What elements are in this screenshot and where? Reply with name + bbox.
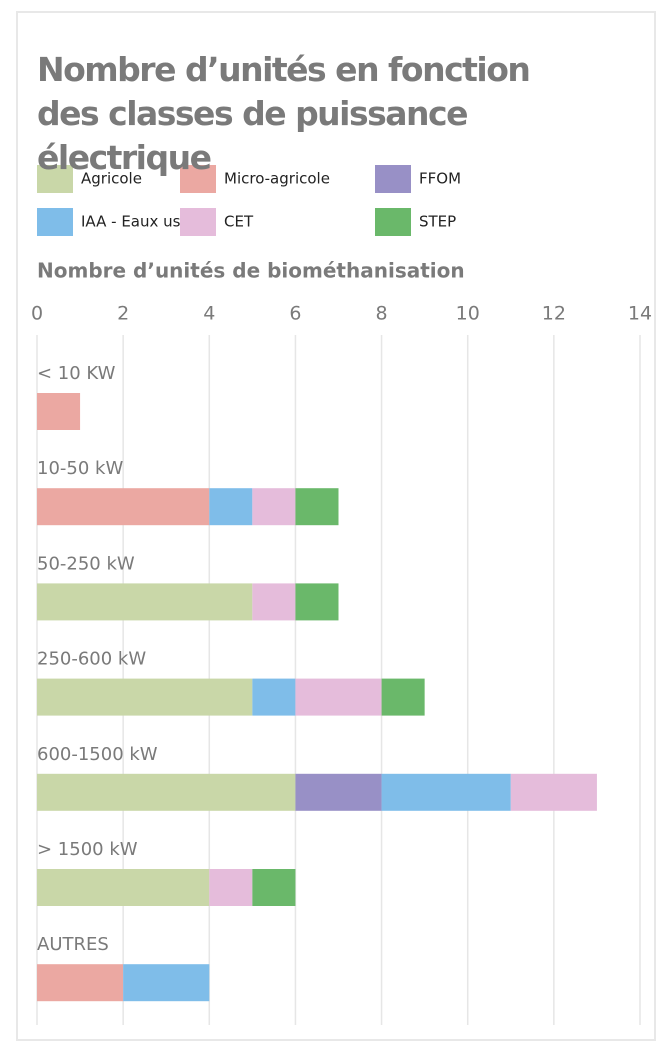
legend-label: IAA - Eaux usées [81,213,207,231]
x-tick-label: 14 [628,303,652,325]
legend-swatch [37,165,73,193]
bar-segment [37,773,296,811]
bar-segment [209,869,253,906]
bar-segment [510,773,597,811]
category-label: 50-250 kW [37,553,135,574]
card [16,11,656,1041]
legend-label: CET [224,213,254,231]
bar-segment [37,678,253,716]
bar-segment [295,488,339,526]
category-label: 10-50 kW [37,458,123,479]
legend-label: Micro-agricole [224,170,330,188]
legend-swatch [37,208,73,236]
bar-segment [209,488,253,526]
x-tick-label: 6 [289,303,301,325]
bar-segment [123,964,210,1002]
bar-segment [252,678,296,716]
bar-segment [295,583,339,621]
category-label: 250-600 kW [37,649,146,670]
bar-segment [37,488,210,526]
x-tick-label: 12 [542,303,566,325]
bar-segment [295,773,382,811]
x-axis-label: Nombre d’unités de biométhanisation [37,259,465,283]
legend-swatch [180,208,216,236]
bar-segment [252,488,296,526]
x-tick-label: 10 [456,303,480,325]
legend-swatch [375,208,411,236]
bar-segment [252,583,296,621]
x-tick-label: 4 [203,303,215,325]
legend-label: STEP [419,213,456,231]
legend-swatch [180,165,216,193]
x-tick-label: 8 [376,303,388,325]
bar-segment [381,678,425,716]
chart-title: Nombre d’unités en fonction des classes … [37,50,531,177]
bar-segment [37,583,253,621]
bar-segment [295,678,382,716]
category-label: < 10 KW [37,363,116,384]
category-label: 600-1500 kW [37,744,158,765]
legend-swatch [375,165,411,193]
bar-segment [37,393,81,430]
bar-segment [381,773,511,811]
legend-label: FFOM [419,170,461,188]
bar-segment [37,869,210,906]
category-label: > 1500 kW [37,839,138,860]
bar-segment [252,869,296,906]
category-label: AUTRES [37,934,109,955]
x-tick-label: 2 [117,303,129,325]
bar-segment [37,964,124,1002]
legend-label: Agricole [81,170,142,188]
x-tick-label: 0 [31,303,43,325]
